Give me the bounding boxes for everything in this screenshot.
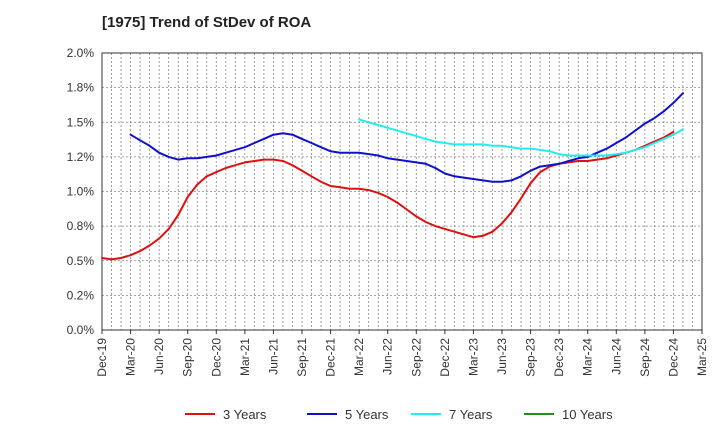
y-tick-label: 0.8%	[67, 219, 95, 233]
x-tick-label: Dec-19	[95, 338, 109, 377]
x-tick-label: Mar-20	[124, 338, 138, 376]
x-tick-label: Jun-21	[266, 338, 280, 375]
legend-label: 5 Years	[345, 407, 389, 422]
x-tick-label: Dec-20	[209, 338, 223, 377]
x-tick-label: Mar-25	[695, 338, 709, 376]
x-tick-label: Sep-21	[295, 338, 309, 377]
x-tick-label: Dec-23	[552, 338, 566, 377]
x-tick-label: Sep-20	[181, 338, 195, 377]
y-tick-label: 1.2%	[67, 150, 95, 164]
x-tick-label: Mar-22	[352, 338, 366, 376]
x-tick-label: Jun-22	[381, 338, 395, 375]
axis-layer: 0.0% 0.2% 0.5% 0.8% 1.0% 1.2% 1.5% 1.8% 2.0% Dec-…	[67, 46, 709, 377]
series-line-3-years	[101, 130, 675, 261]
x-tick-label: Dec-24	[666, 338, 680, 377]
x-tick-label: Sep-22	[409, 338, 423, 377]
series-line-7-years	[358, 118, 684, 157]
x-tick-label: Sep-23	[524, 338, 538, 377]
x-tick-label: Jun-23	[495, 338, 509, 375]
x-tick-label: Mar-24	[581, 338, 595, 376]
series-layer	[101, 92, 684, 261]
plot-border	[101, 52, 703, 331]
y-tick-label: 1.0%	[67, 185, 95, 199]
y-tick-label: 1.5%	[67, 115, 95, 129]
x-tick-label: Jun-20	[152, 338, 166, 375]
legend: 3 Years 5 Years 7 Years 10 Years	[185, 407, 613, 422]
y-tick-label: 0.2%	[67, 288, 95, 302]
x-tick-label: Dec-21	[324, 338, 338, 377]
x-tick-label: Sep-24	[638, 338, 652, 377]
y-tick-label: 1.8%	[67, 81, 95, 95]
x-tick-label: Mar-21	[238, 338, 252, 376]
legend-label: 3 Years	[223, 407, 267, 422]
x-tick-label: Jun-24	[609, 338, 623, 375]
chart-title: [1975] Trend of StDev of ROA	[102, 14, 312, 31]
y-tick-label: 2.0%	[67, 46, 95, 60]
legend-label: 10 Years	[562, 407, 613, 422]
x-tick-label: Mar-23	[466, 338, 480, 376]
y-tick-label: 0.0%	[67, 323, 95, 337]
legend-label: 7 Years	[449, 407, 493, 422]
y-tick-label: 0.5%	[67, 254, 95, 268]
x-tick-label: Dec-22	[438, 338, 452, 377]
